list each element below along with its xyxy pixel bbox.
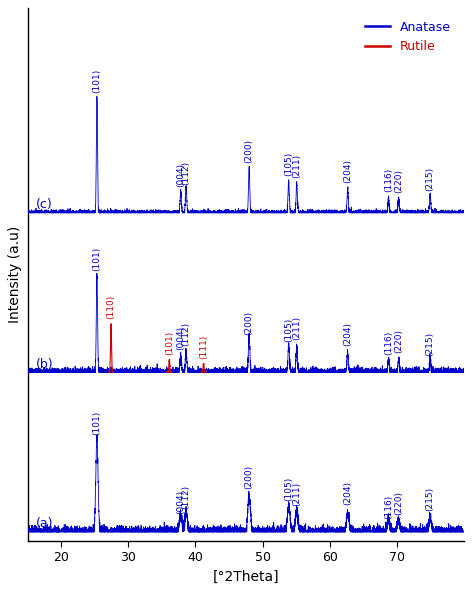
Text: (116): (116)	[384, 331, 393, 355]
Text: (220): (220)	[394, 329, 403, 353]
Text: (004): (004)	[176, 326, 185, 349]
Text: (116): (116)	[384, 168, 393, 192]
Text: (116): (116)	[384, 495, 393, 519]
Text: (a): (a)	[36, 517, 53, 530]
Text: (215): (215)	[426, 168, 435, 191]
Text: (004): (004)	[176, 490, 185, 514]
Text: (b): (b)	[36, 358, 53, 371]
Text: (105): (105)	[284, 477, 293, 501]
Text: (101): (101)	[93, 410, 101, 435]
Text: (105): (105)	[284, 152, 293, 176]
Text: (004): (004)	[176, 163, 185, 187]
Text: (101): (101)	[93, 247, 101, 271]
Text: (211): (211)	[292, 482, 301, 506]
X-axis label: [°2Theta]: [°2Theta]	[212, 570, 279, 584]
Text: (111): (111)	[199, 335, 208, 359]
Text: (200): (200)	[244, 465, 253, 488]
Text: (112): (112)	[182, 160, 191, 185]
Text: (215): (215)	[426, 487, 435, 511]
Y-axis label: Intensity (a.u): Intensity (a.u)	[8, 226, 22, 323]
Text: (101): (101)	[165, 331, 174, 355]
Text: (c): (c)	[36, 198, 53, 211]
Text: (204): (204)	[343, 159, 352, 183]
Text: (110): (110)	[107, 295, 116, 319]
Text: (220): (220)	[394, 169, 403, 193]
Text: (101): (101)	[93, 69, 101, 93]
Text: (215): (215)	[426, 332, 435, 356]
Text: (112): (112)	[182, 321, 191, 346]
Text: (105): (105)	[284, 318, 293, 342]
Text: (112): (112)	[182, 485, 191, 509]
Legend: Anatase, Rutile: Anatase, Rutile	[359, 15, 457, 59]
Text: (204): (204)	[343, 481, 352, 505]
Text: (220): (220)	[394, 491, 403, 515]
Text: (200): (200)	[244, 311, 253, 335]
Text: (211): (211)	[292, 316, 301, 340]
Text: (204): (204)	[343, 322, 352, 346]
Text: (200): (200)	[244, 139, 253, 163]
Text: (211): (211)	[292, 154, 301, 178]
